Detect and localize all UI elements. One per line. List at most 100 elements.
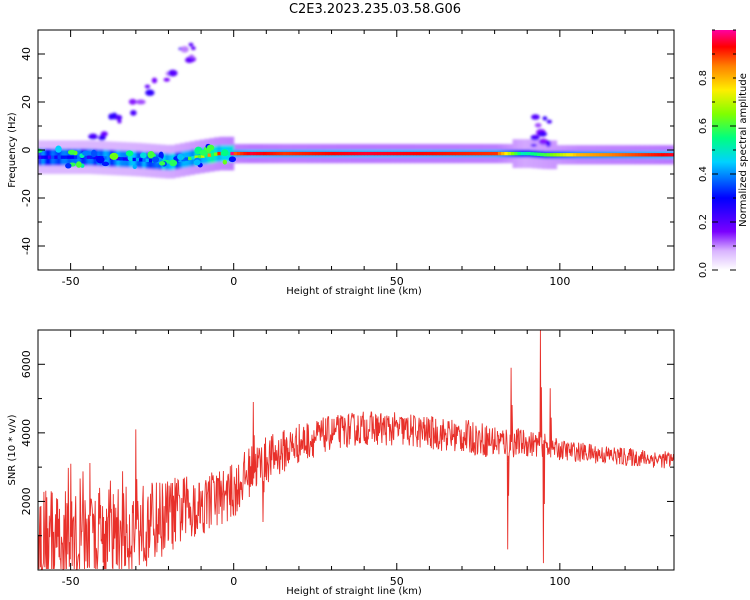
spectrogram-core-cell — [308, 151, 313, 156]
spectrogram-core-cell — [608, 153, 613, 157]
spectrogram-core-cell — [90, 155, 94, 160]
spectrogram-core-cell — [243, 151, 248, 156]
spectrogram-clump — [158, 161, 166, 166]
spectrogram-core-cell — [605, 153, 610, 157]
spectrogram-core-cell — [634, 153, 639, 157]
spectrogram-core-cell — [165, 160, 169, 164]
spectrogram-core-cell — [142, 158, 147, 162]
spectrogram-core-cell — [305, 151, 310, 156]
spectrogram-clump — [169, 159, 178, 167]
spectrogram-core-cell — [439, 151, 443, 156]
y-tick-label: -20 — [20, 189, 33, 207]
spectrogram-blob — [188, 42, 194, 47]
colorbar-strip — [712, 30, 736, 270]
spectrogram-core-cell — [435, 151, 440, 156]
y-tick-label: 6000 — [20, 350, 33, 378]
spectrogram-core-cell — [383, 151, 388, 156]
spectrogram-core-cell — [354, 151, 359, 156]
spectrogram-core-cell — [351, 151, 355, 156]
x-tick-label: 0 — [230, 575, 237, 588]
spectrogram-clump — [177, 153, 184, 161]
spectrogram-core-cell — [553, 153, 558, 157]
x-tick-label: 0 — [230, 275, 237, 288]
spectrogram-core-cell — [60, 155, 65, 159]
spectrogram-core-cell — [135, 157, 140, 162]
spectrogram-core-cell — [484, 151, 489, 156]
spectrogram-core-cell — [184, 157, 189, 161]
spectrogram-clump — [228, 156, 236, 163]
spectrogram-core-cell — [452, 151, 456, 156]
spectrogram-core-cell — [504, 151, 509, 156]
spectrogram-core-cell — [83, 155, 88, 159]
spectrogram-blob — [108, 113, 114, 120]
spectrogram-clump — [55, 145, 62, 153]
spectrogram-blob — [117, 119, 122, 124]
y-axis-label: SNR (10 * v/v) — [7, 414, 18, 485]
spectrogram-core-cell — [582, 153, 587, 157]
spectrogram-clump — [147, 151, 155, 159]
spectrogram-clump — [127, 155, 133, 161]
spectrogram-clump — [125, 150, 134, 157]
spectrogram-core-cell — [602, 153, 607, 157]
x-tick-label: 50 — [390, 575, 404, 588]
spectrogram-clump — [76, 161, 82, 168]
spectrogram-core-cell — [462, 151, 466, 156]
spectrogram-core-cell — [598, 153, 603, 157]
spectrogram-clump — [140, 152, 147, 159]
spectrogram-blob — [545, 140, 552, 148]
spectrogram-core-cell — [214, 152, 218, 156]
spectrogram-core-cell — [628, 153, 633, 157]
spectrogram-core-cell — [347, 151, 352, 156]
spectrogram-blob — [163, 77, 170, 82]
spectrogram-core-cell — [67, 155, 72, 159]
spectrogram-core-cell — [269, 151, 274, 156]
spectrogram-core-cell — [44, 155, 49, 159]
spectrogram-core-cell — [426, 151, 430, 156]
spectrogram-core-cell — [654, 153, 659, 157]
spectrogram-core-cell — [315, 151, 319, 156]
spectrogram-clump — [109, 152, 119, 160]
spectrogram-core-cell — [501, 151, 505, 156]
spectrogram-core-cell — [638, 153, 642, 157]
y-tick-label: 40 — [20, 47, 33, 61]
spectrogram-core-cell — [540, 152, 545, 157]
spectrogram-core-cell — [217, 151, 222, 156]
spectrogram-clump — [193, 159, 201, 166]
spectrogram-clump — [158, 151, 164, 160]
spectrogram-core-cell — [292, 151, 297, 156]
spectrogram-core-cell — [57, 155, 62, 159]
y-axis-label: Frequency (Hz) — [7, 112, 18, 188]
y-tick-label: 0 — [20, 147, 33, 154]
spectrogram-blob — [130, 110, 137, 116]
spectrogram-clump — [96, 156, 105, 164]
spectrogram-core-cell — [318, 151, 323, 156]
y-tick-label: -40 — [20, 237, 33, 255]
spectrogram-core-cell — [311, 151, 316, 156]
spectrogram-core-cell — [51, 155, 55, 159]
spectrogram-core-cell — [615, 153, 620, 157]
x-tick-label: -50 — [62, 575, 80, 588]
spectrogram-core-cell — [263, 151, 267, 156]
spectrogram-core-cell — [194, 155, 199, 159]
spectrogram-core-cell — [41, 155, 46, 159]
spectrogram-core-cell — [230, 151, 235, 156]
spectrogram-core-cell — [569, 153, 574, 157]
spectrogram-core-cell — [390, 151, 395, 156]
spectrogram-core-cell — [282, 151, 287, 156]
spectrogram-core-cell — [488, 151, 492, 156]
spectrogram-core-cell — [572, 153, 577, 157]
x-tick-label: 50 — [390, 275, 404, 288]
spectrogram-blob — [128, 98, 137, 105]
spectrogram-core-cell — [207, 153, 212, 157]
spectrogram-core-cell — [664, 153, 668, 157]
spectrogram-core-cell — [442, 151, 447, 156]
spectrogram-core-cell — [494, 151, 499, 156]
spectrogram-core-cell — [276, 151, 280, 156]
spectrogram-core-cell — [370, 151, 375, 156]
snr-axes: -50 0 50 100 2000 4000 6000 Height of straight … — [7, 329, 674, 597]
spectrogram-core-cell — [631, 153, 636, 157]
spectrogram-core-cell — [579, 153, 584, 157]
spectrogram-core-cell — [644, 153, 649, 157]
snr-series-line — [38, 330, 674, 570]
spectrogram-core-cell — [481, 151, 486, 156]
